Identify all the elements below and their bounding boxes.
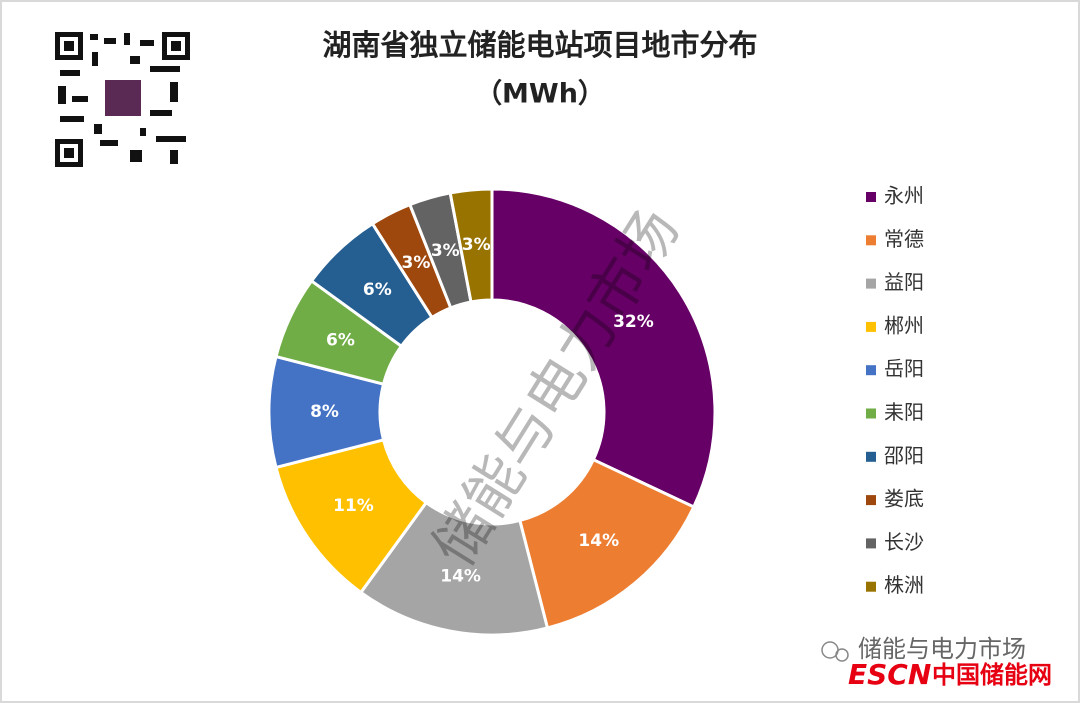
- qr-code: [55, 32, 190, 167]
- legend-swatch: [866, 408, 876, 419]
- legend-swatch: [866, 321, 876, 332]
- legend-swatch: [866, 451, 876, 462]
- data-label: 14%: [578, 531, 619, 551]
- data-label: 3%: [431, 241, 460, 261]
- legend-swatch: [866, 581, 876, 592]
- data-label: 32%: [613, 312, 654, 332]
- data-label: 3%: [462, 235, 491, 255]
- footer: 储能与电力市场 ESCN 中国储能网: [821, 635, 1052, 691]
- legend-label: 永州: [884, 184, 924, 208]
- chart-subtitle: （MWh）: [475, 79, 605, 110]
- legend-label: 岳阳: [884, 357, 924, 381]
- legend-label: 常德: [884, 227, 924, 251]
- legend-label: 株洲: [884, 573, 924, 597]
- footer-logo: ESCN: [848, 658, 931, 691]
- legend-swatch: [866, 192, 876, 202]
- legend-swatch: [866, 538, 876, 549]
- chart-title: 湖南省独立储能电站项目地市分布: [322, 28, 757, 62]
- footer-site: 中国储能网: [932, 661, 1052, 689]
- legend-swatch: [866, 278, 876, 289]
- legend-swatch: [866, 365, 876, 376]
- legend-swatch: [866, 235, 876, 246]
- slice: [490, 187, 717, 509]
- legend-label: 耒阳: [884, 400, 924, 424]
- legend-swatch: [866, 495, 876, 506]
- slice: [448, 187, 494, 304]
- data-label: 6%: [363, 280, 392, 300]
- data-label: 11%: [333, 496, 374, 516]
- legend-label: 郴州: [884, 313, 924, 337]
- data-label: 14%: [440, 567, 481, 587]
- legend-label: 邵阳: [884, 443, 924, 467]
- wechat-icon: [835, 648, 849, 662]
- data-label: 3%: [402, 253, 431, 273]
- legend-label: 长沙: [884, 530, 924, 554]
- legend-label: 娄底: [884, 487, 924, 511]
- footer-account: 储能与电力市场: [858, 635, 1026, 663]
- data-label: 8%: [310, 402, 339, 422]
- data-label: 6%: [326, 331, 355, 351]
- legend-label: 益阳: [884, 270, 924, 294]
